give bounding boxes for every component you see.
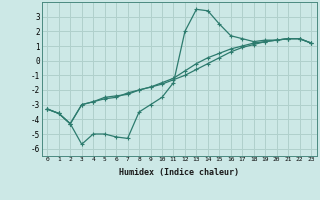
X-axis label: Humidex (Indice chaleur): Humidex (Indice chaleur) xyxy=(119,168,239,177)
